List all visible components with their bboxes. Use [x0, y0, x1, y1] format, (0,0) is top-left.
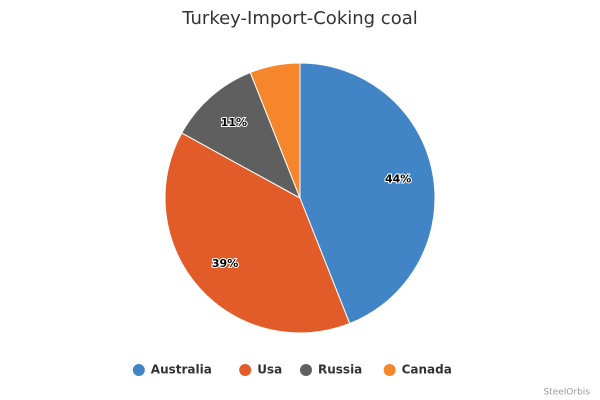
chart-title: Turkey-Import-Coking coal: [181, 8, 418, 29]
slice-label: 44%: [385, 172, 411, 185]
legend-marker[interactable]: [239, 364, 252, 376]
legend-marker[interactable]: [132, 364, 145, 376]
slice-label: 39%: [212, 257, 238, 270]
credit: SteelOrbis: [543, 388, 590, 398]
legend-marker[interactable]: [383, 364, 396, 376]
pie-slice[interactable]: [249, 62, 301, 199]
pie-slice[interactable]: [299, 62, 436, 325]
legend-marker[interactable]: [300, 364, 312, 376]
slice-label: 11%: [221, 116, 247, 129]
pie-slice[interactable]: [164, 132, 351, 334]
legend-label[interactable]: Canada: [402, 363, 452, 377]
legend-label[interactable]: Usa: [257, 363, 282, 377]
legend-label[interactable]: Russia: [318, 363, 362, 377]
pie-slice[interactable]: [181, 71, 301, 200]
legend-label[interactable]: Australia: [151, 363, 212, 377]
